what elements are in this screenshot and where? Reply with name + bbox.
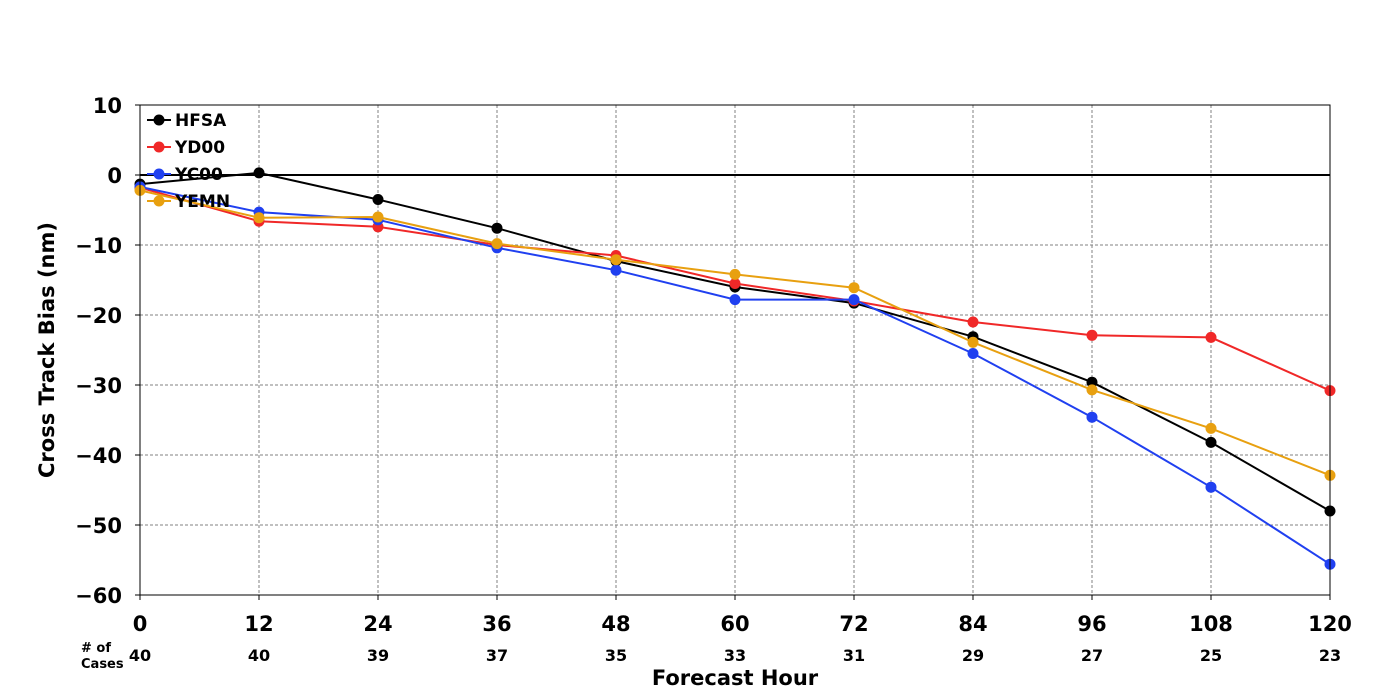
x-tick-labels: 0 12 24 36 48 60 72 84 96 108 120 xyxy=(133,595,1352,636)
data-point xyxy=(491,238,503,250)
y-tick-label: 0 xyxy=(107,164,122,188)
case-count-label: 31 xyxy=(843,646,865,665)
case-count-label: 35 xyxy=(605,646,627,665)
y-tick-label: −40 xyxy=(75,444,122,468)
legend-marker xyxy=(153,195,165,207)
data-point xyxy=(1205,422,1217,434)
data-point xyxy=(848,294,860,306)
data-point xyxy=(729,278,741,289)
legend-marker xyxy=(153,114,165,126)
legend-label: YD00 xyxy=(174,138,225,158)
data-point xyxy=(1086,376,1098,388)
data-point xyxy=(610,264,622,276)
y-axis-title: Cross Track Bias (nm) xyxy=(35,222,59,478)
data-point xyxy=(372,194,384,205)
legend-item-yd00: YD00 xyxy=(147,138,225,158)
data-point xyxy=(610,254,622,266)
y-tick-label: −20 xyxy=(75,304,122,328)
case-count-label: 40 xyxy=(129,646,151,665)
data-point xyxy=(1086,329,1098,341)
x-tick-label: 60 xyxy=(720,612,749,636)
data-point xyxy=(1086,384,1098,396)
cases-title-line2: Cases xyxy=(81,657,124,672)
case-count-label: 27 xyxy=(1081,646,1103,665)
y-tick-label: −30 xyxy=(75,374,122,398)
x-tick-label: 72 xyxy=(839,612,868,636)
x-tick-label: 96 xyxy=(1077,612,1106,636)
legend-item-hfsa: HFSA xyxy=(147,111,227,131)
data-point xyxy=(967,336,979,348)
legend-item-yemn: YEMN xyxy=(147,192,230,212)
x-tick-label: 84 xyxy=(958,612,987,636)
data-point xyxy=(1205,436,1217,448)
x-tick-label: 48 xyxy=(601,612,630,636)
x-axis-title: Forecast Hour xyxy=(652,666,819,690)
case-count-label: 33 xyxy=(724,646,746,665)
case-count-label: 37 xyxy=(486,646,508,665)
y-tick-label: −10 xyxy=(75,234,122,258)
legend-marker xyxy=(153,168,165,180)
data-point xyxy=(491,222,503,234)
case-count-label: 39 xyxy=(367,646,389,665)
data-point xyxy=(372,211,384,223)
data-point xyxy=(967,316,979,328)
data-point xyxy=(729,294,741,306)
case-count-label: 40 xyxy=(248,646,270,665)
x-tick-label: 36 xyxy=(482,612,511,636)
x-tick-label: 24 xyxy=(363,612,392,636)
case-count-label: 23 xyxy=(1319,646,1341,665)
grid xyxy=(140,105,1330,595)
data-point xyxy=(1205,331,1217,343)
data-point xyxy=(253,167,265,179)
case-count-label: 29 xyxy=(962,646,984,665)
y-tick-label: 10 xyxy=(93,94,122,118)
data-point xyxy=(729,268,741,280)
x-tick-label: 108 xyxy=(1189,612,1233,636)
legend-item-yc00: YC00 xyxy=(147,165,223,185)
legend-label: YEMN xyxy=(174,192,230,212)
legend-label: HFSA xyxy=(175,111,227,131)
legend-label: YC00 xyxy=(174,165,223,185)
cases-title-line1: # of xyxy=(81,641,111,656)
series-lines xyxy=(134,167,1336,570)
x-tick-label: 0 xyxy=(133,612,148,636)
case-count-labels: 40 40 39 37 35 33 31 29 27 25 23 xyxy=(129,646,1341,665)
legend-marker xyxy=(153,141,165,153)
y-tick-labels: 10 0 −10 −20 −30 −40 −50 −60 xyxy=(75,94,140,608)
x-tick-label: 12 xyxy=(244,612,273,636)
y-tick-label: −60 xyxy=(75,584,122,608)
x-tick-label: 120 xyxy=(1308,612,1352,636)
y-tick-label: −50 xyxy=(75,514,122,538)
case-count-label: 25 xyxy=(1200,646,1222,665)
legend: HFSA YD00 YC00 YEMN xyxy=(147,111,230,212)
data-point xyxy=(967,348,979,359)
data-point xyxy=(1205,481,1217,493)
data-point xyxy=(848,282,860,294)
series-yemn xyxy=(134,184,1336,481)
data-point xyxy=(1086,411,1098,423)
data-point xyxy=(253,212,265,224)
